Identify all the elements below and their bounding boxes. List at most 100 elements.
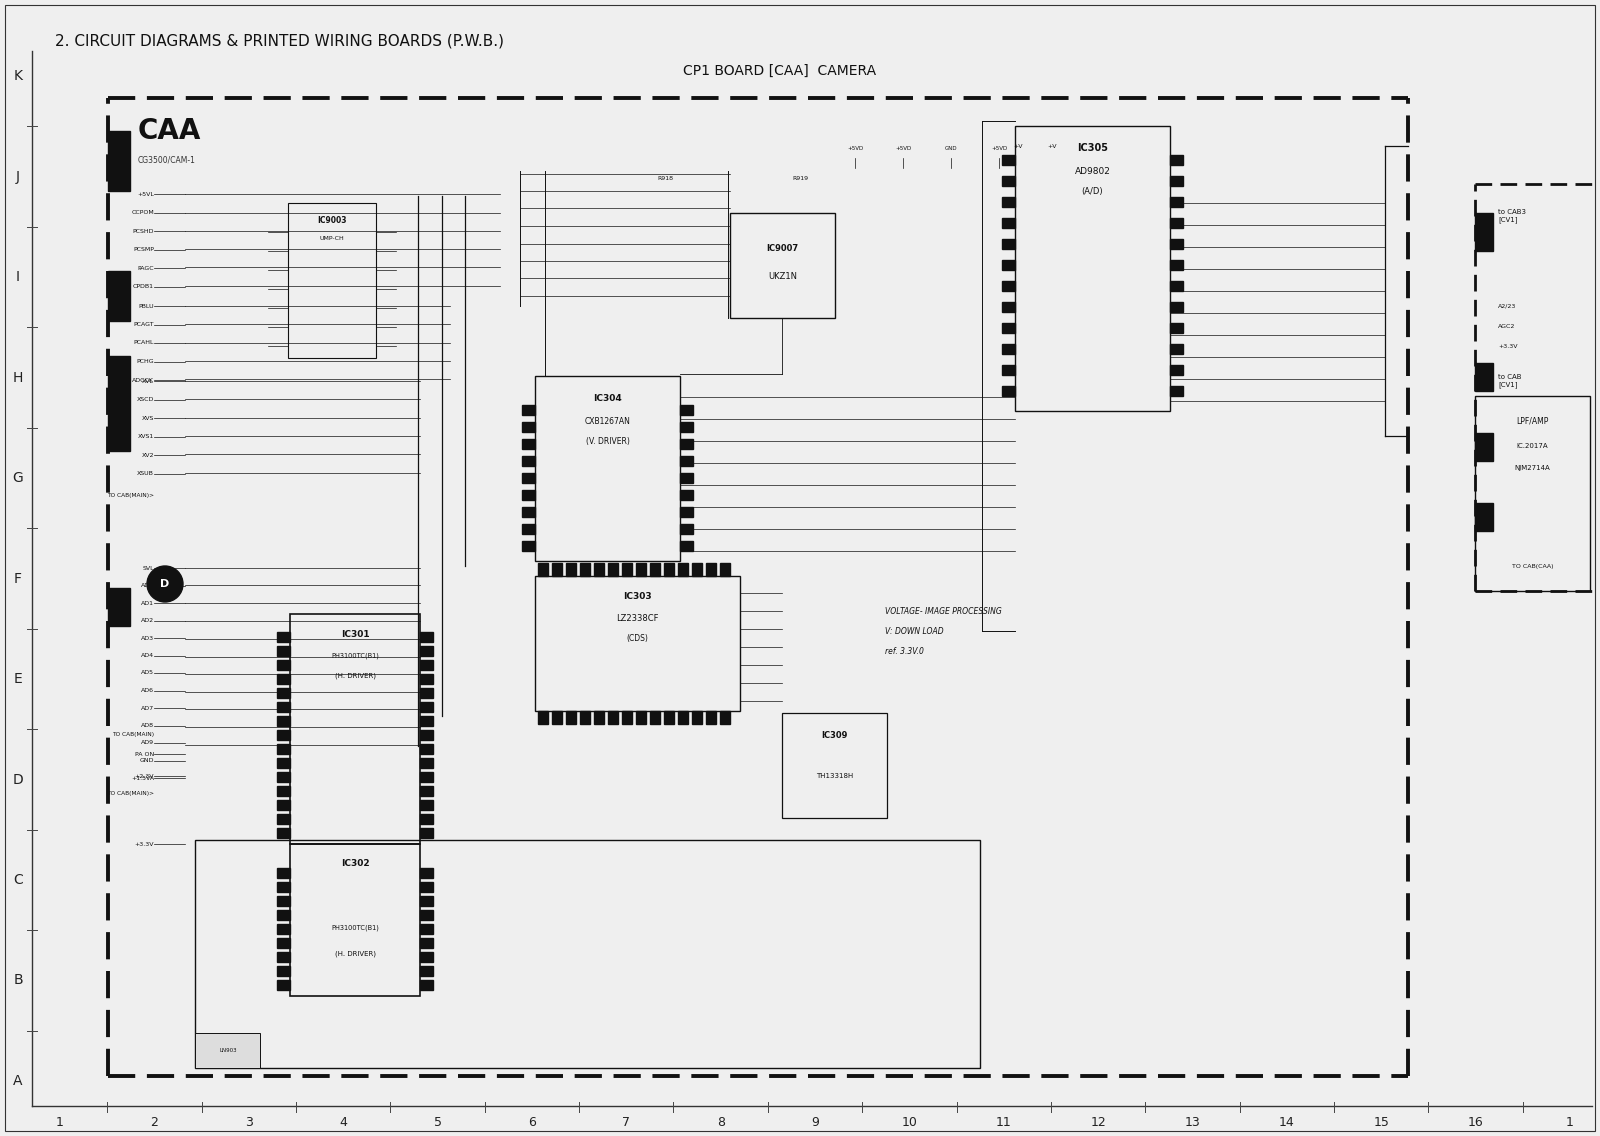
Bar xyxy=(277,882,290,892)
Text: AD2: AD2 xyxy=(141,618,154,623)
Bar xyxy=(680,406,693,415)
Bar xyxy=(730,214,835,318)
Text: TO CAB(MAIN): TO CAB(MAIN) xyxy=(112,732,154,736)
Bar xyxy=(622,711,632,724)
Text: 6: 6 xyxy=(528,1116,536,1128)
Text: AD9802: AD9802 xyxy=(1075,167,1110,175)
Bar xyxy=(277,910,290,920)
Bar xyxy=(1014,126,1170,411)
Bar xyxy=(277,758,290,768)
Text: (H. DRIVER): (H. DRIVER) xyxy=(334,673,376,679)
Text: +V: +V xyxy=(1048,143,1056,149)
Text: 2: 2 xyxy=(150,1116,158,1128)
Text: +1.5VA: +1.5VA xyxy=(131,776,154,780)
Text: 3: 3 xyxy=(245,1116,253,1128)
Text: GND: GND xyxy=(944,145,957,150)
Bar xyxy=(680,507,693,517)
Text: UMP-CH: UMP-CH xyxy=(320,235,344,241)
Bar xyxy=(421,716,434,726)
Text: XVS1: XVS1 xyxy=(138,434,154,438)
Bar xyxy=(421,800,434,810)
Bar xyxy=(1002,260,1014,270)
Text: +5VD: +5VD xyxy=(990,145,1006,150)
Bar xyxy=(680,438,693,449)
Bar xyxy=(421,896,434,907)
Bar xyxy=(680,524,693,534)
Text: AD9: AD9 xyxy=(141,741,154,745)
Bar xyxy=(522,421,534,432)
Text: V: DOWN LOAD: V: DOWN LOAD xyxy=(885,627,944,636)
Text: 1: 1 xyxy=(1566,1116,1574,1128)
Bar xyxy=(1170,260,1182,270)
Bar xyxy=(421,924,434,934)
Bar xyxy=(277,938,290,949)
Text: PAGC: PAGC xyxy=(138,266,154,270)
Text: +3.3V: +3.3V xyxy=(1498,343,1517,349)
Bar xyxy=(421,688,434,698)
Bar xyxy=(1002,365,1014,375)
Bar xyxy=(538,563,549,576)
Text: 12: 12 xyxy=(1090,1116,1106,1128)
Text: AD7: AD7 xyxy=(141,705,154,710)
Bar xyxy=(680,421,693,432)
Bar xyxy=(581,711,590,724)
Bar xyxy=(421,910,434,920)
Bar xyxy=(421,938,434,949)
Bar xyxy=(1002,218,1014,228)
Bar xyxy=(622,563,632,576)
Text: 4: 4 xyxy=(339,1116,347,1128)
Text: 5: 5 xyxy=(434,1116,442,1128)
Bar xyxy=(1170,386,1182,396)
Bar xyxy=(1475,503,1493,531)
Bar xyxy=(1170,218,1182,228)
Text: GND: GND xyxy=(139,758,154,763)
Bar xyxy=(1475,396,1590,591)
Bar xyxy=(277,868,290,878)
Text: +2.3V: +2.3V xyxy=(134,774,154,778)
Bar xyxy=(680,456,693,466)
Text: +5VD: +5VD xyxy=(846,145,862,150)
Bar xyxy=(678,563,688,576)
Bar xyxy=(421,952,434,962)
Bar xyxy=(1170,281,1182,291)
Bar xyxy=(650,563,661,576)
Text: UKZ1N: UKZ1N xyxy=(768,272,797,281)
Bar xyxy=(421,744,434,754)
Bar xyxy=(664,563,674,576)
Text: I: I xyxy=(16,270,21,284)
Text: AD6: AD6 xyxy=(141,688,154,693)
Text: IC9007: IC9007 xyxy=(766,243,798,252)
Bar xyxy=(421,786,434,796)
Bar xyxy=(277,646,290,655)
Text: XV2: XV2 xyxy=(141,452,154,458)
Text: XVL: XVL xyxy=(142,378,154,384)
Bar xyxy=(522,406,534,415)
Bar xyxy=(421,632,434,642)
Bar xyxy=(522,456,534,466)
Bar xyxy=(1002,176,1014,186)
Bar xyxy=(277,896,290,907)
Bar xyxy=(534,376,680,561)
Bar xyxy=(277,966,290,976)
Bar xyxy=(421,815,434,824)
Bar xyxy=(109,131,130,191)
Bar xyxy=(522,473,534,483)
Text: ADCCK: ADCCK xyxy=(133,377,154,383)
Text: +5VD: +5VD xyxy=(894,145,910,150)
Text: R918: R918 xyxy=(658,175,674,181)
Bar xyxy=(720,563,730,576)
Text: F: F xyxy=(14,571,22,585)
Bar xyxy=(680,541,693,551)
Text: TO CAB(MAIN)>: TO CAB(MAIN)> xyxy=(107,792,154,796)
Text: PCSHD: PCSHD xyxy=(133,228,154,234)
Bar xyxy=(421,828,434,838)
Bar xyxy=(594,563,605,576)
Text: CPDB1: CPDB1 xyxy=(133,284,154,289)
Bar xyxy=(566,563,576,576)
Bar xyxy=(290,613,421,844)
Text: IC303: IC303 xyxy=(622,592,651,601)
Bar xyxy=(581,563,590,576)
Text: to CAB
[CV1]: to CAB [CV1] xyxy=(1498,374,1522,387)
Bar xyxy=(195,1033,261,1068)
Text: AD4: AD4 xyxy=(141,653,154,658)
